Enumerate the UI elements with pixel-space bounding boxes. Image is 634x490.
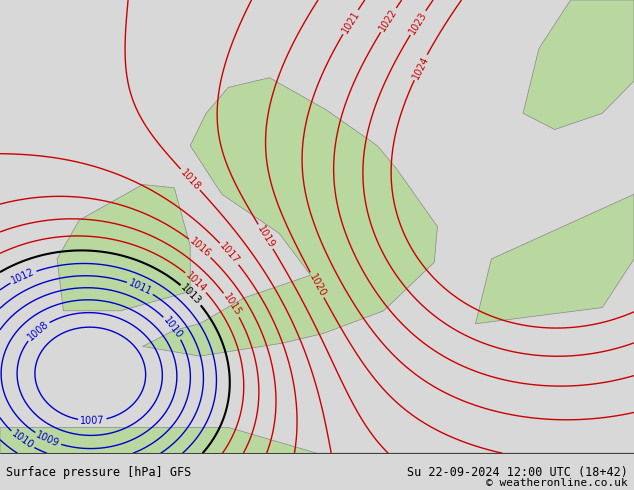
Text: 1012: 1012 xyxy=(10,267,36,286)
Text: 1014: 1014 xyxy=(184,270,209,294)
Text: 1017: 1017 xyxy=(217,241,242,267)
Text: 1022: 1022 xyxy=(377,7,399,33)
Polygon shape xyxy=(523,0,634,129)
Polygon shape xyxy=(57,185,190,311)
Text: Surface pressure [hPa] GFS: Surface pressure [hPa] GFS xyxy=(6,466,191,479)
Text: Su 22-09-2024 12:00 UTC (18+42): Su 22-09-2024 12:00 UTC (18+42) xyxy=(407,466,628,479)
Text: 1018: 1018 xyxy=(178,167,202,192)
Polygon shape xyxy=(143,78,437,356)
Text: 1009: 1009 xyxy=(35,430,61,449)
Polygon shape xyxy=(476,194,634,324)
Text: 1016: 1016 xyxy=(188,236,212,260)
Text: 1019: 1019 xyxy=(255,223,276,250)
Text: 1023: 1023 xyxy=(407,10,429,36)
Polygon shape xyxy=(0,427,634,453)
Text: 1013: 1013 xyxy=(179,283,204,307)
Text: 1010: 1010 xyxy=(10,429,35,451)
Text: 1007: 1007 xyxy=(80,416,105,426)
Text: 1011: 1011 xyxy=(127,278,153,297)
Text: 1008: 1008 xyxy=(25,319,51,343)
Text: © weatheronline.co.uk: © weatheronline.co.uk xyxy=(486,478,628,488)
Text: 1010: 1010 xyxy=(162,315,184,341)
Text: 1021: 1021 xyxy=(340,9,361,35)
Text: 1024: 1024 xyxy=(411,54,430,80)
Text: 1015: 1015 xyxy=(221,292,243,318)
Text: 1020: 1020 xyxy=(307,272,327,298)
